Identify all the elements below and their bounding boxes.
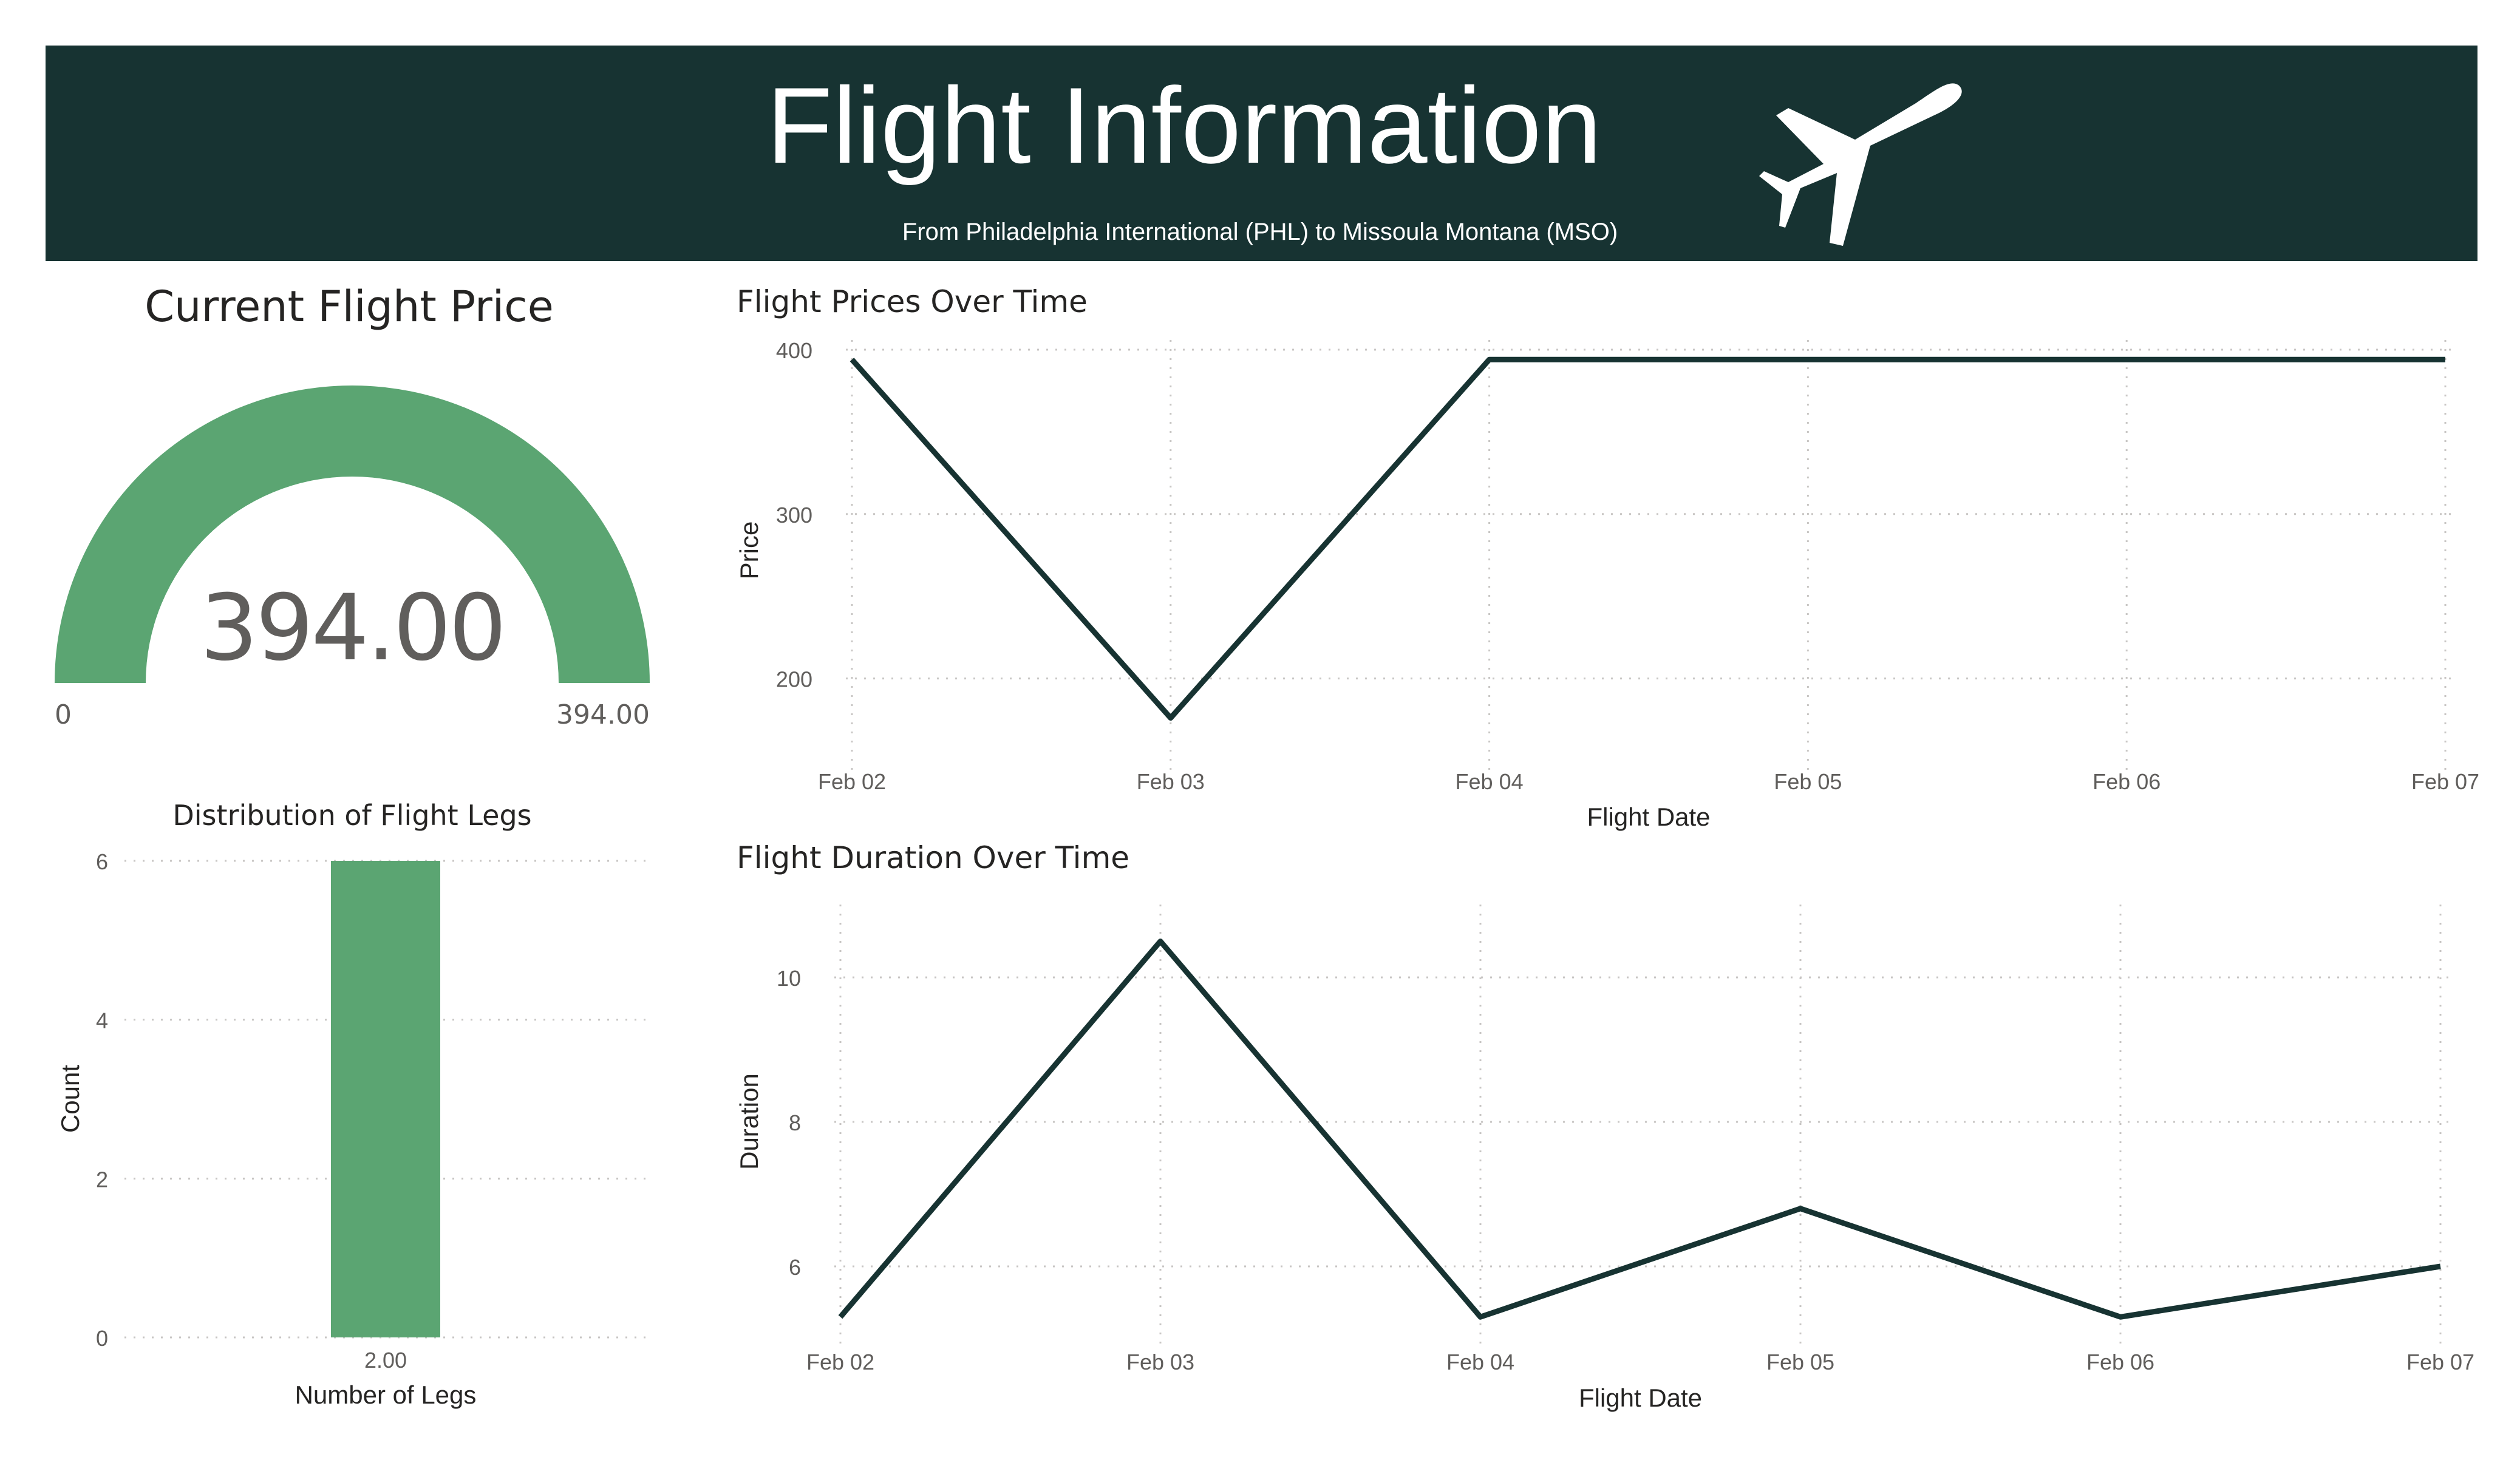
price-chart-x-tick-label: Feb 02 <box>818 769 886 794</box>
gauge-value: 394.00 <box>200 576 507 681</box>
price-chart-x-tick-label: Feb 04 <box>1456 769 1524 794</box>
price-chart-y-tick-label: 200 <box>776 667 812 692</box>
gauge-title: Current Flight Price <box>145 282 554 331</box>
duration-chart-title: Flight Duration Over Time <box>737 840 1130 875</box>
duration-chart-x-tick-label: Feb 07 <box>2406 1350 2474 1374</box>
legs-chart-title: Distribution of Flight Legs <box>172 799 532 832</box>
price-chart-y-axis-label: Price <box>735 521 763 580</box>
duration-chart-x-tick-label: Feb 05 <box>1766 1350 1834 1374</box>
duration-chart-x-tick-label: Feb 06 <box>2086 1350 2154 1374</box>
price-chart-x-axis-label: Flight Date <box>1587 803 1710 831</box>
gauge-max-label: 394.00 <box>556 699 650 730</box>
price-chart-y-tick-label: 400 <box>776 338 812 363</box>
duration-chart-y-tick-label: 6 <box>789 1255 801 1280</box>
legs-chart-x-tick-label: 2.00 <box>364 1348 407 1373</box>
price-chart-y-tick-label: 300 <box>776 503 812 528</box>
page-title: Flight Information <box>0 72 2520 180</box>
price-chart-x-tick-label: Feb 05 <box>1774 769 1842 794</box>
price-gauge <box>55 385 650 683</box>
duration-chart-x-tick-label: Feb 02 <box>806 1350 874 1374</box>
price-chart-series-line <box>850 356 2445 721</box>
price-chart-x-tick-label: Feb 06 <box>2093 769 2161 794</box>
legs-chart-y-tick-label: 4 <box>96 1008 108 1033</box>
price-chart-x-tick-label: Feb 03 <box>1137 769 1205 794</box>
page-title-text: Flight Information <box>766 65 1602 186</box>
duration-chart-y-tick-label: 10 <box>777 966 801 991</box>
page-subtitle: From Philadelphia International (PHL) to… <box>902 219 1618 245</box>
gauge-min-label: 0 <box>55 699 72 730</box>
legs-chart-x-axis-label: Number of Legs <box>295 1381 477 1409</box>
duration-chart-series-line <box>838 939 2441 1320</box>
duration-chart-y-axis-label: Duration <box>735 1073 763 1170</box>
price-chart-x-tick-label: Feb 07 <box>2411 769 2479 794</box>
airplane-icon <box>1759 83 1962 246</box>
gauge-arc <box>55 385 650 683</box>
duration-chart-x-tick-label: Feb 03 <box>1126 1350 1194 1374</box>
legs-chart-y-tick-label: 6 <box>96 849 108 874</box>
legs-chart-y-axis-label: Count <box>56 1065 84 1133</box>
duration-chart-x-tick-label: Feb 04 <box>1446 1350 1514 1374</box>
legs-chart-y-tick-label: 2 <box>96 1167 108 1192</box>
legs-chart-y-tick-label: 0 <box>96 1326 108 1351</box>
duration-chart-y-tick-label: 8 <box>789 1110 801 1135</box>
price-chart-title: Flight Prices Over Time <box>737 284 1088 319</box>
header-banner <box>46 46 2477 261</box>
duration-chart-x-axis-label: Flight Date <box>1579 1384 1702 1412</box>
legs-chart-bar <box>331 861 440 1337</box>
